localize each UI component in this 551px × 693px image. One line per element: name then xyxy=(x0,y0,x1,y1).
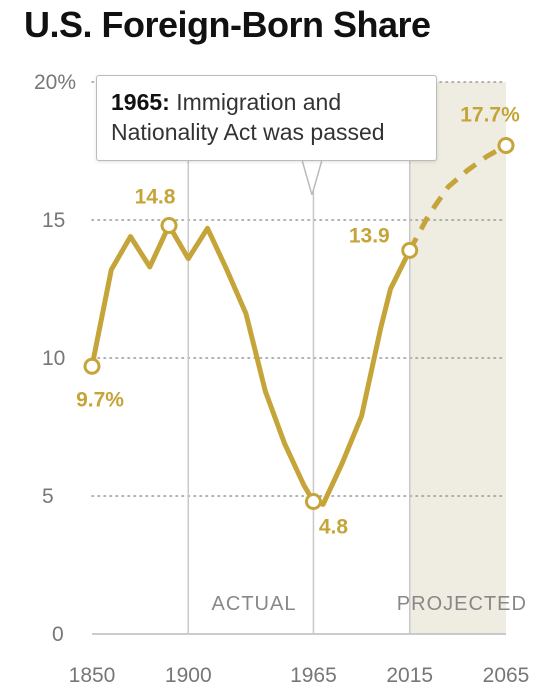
actual-series-line xyxy=(89,223,413,507)
y-tick-20: 20% xyxy=(34,71,76,94)
point-1965 xyxy=(304,493,322,511)
x-tick-1965: 1965 xyxy=(290,664,337,687)
callout-text: Immigration and Nationality Act was pass… xyxy=(111,89,385,145)
y-tick-0: 0 xyxy=(52,623,64,646)
point-2065 xyxy=(497,136,515,154)
point-2015 xyxy=(401,241,419,259)
point-1850 xyxy=(83,357,101,375)
y-tick-15: 15 xyxy=(42,209,65,232)
x-tick-2065: 2065 xyxy=(483,664,530,687)
callout-pointer xyxy=(302,159,322,195)
x-tick-1850: 1850 xyxy=(69,664,116,687)
data-label-1850: 9.7% xyxy=(76,388,124,411)
callout-year: 1965: xyxy=(111,89,170,115)
region-label-projected: PROJECTED xyxy=(397,593,527,615)
x-tick-2015: 2015 xyxy=(386,664,433,687)
y-tick-5: 5 xyxy=(42,485,54,508)
data-label-1890: 14.8 xyxy=(135,186,176,209)
y-tick-10: 10 xyxy=(42,347,65,370)
projected-series-line xyxy=(407,143,508,252)
data-label-2065: 17.7% xyxy=(460,103,520,126)
annotation-callout: 1965: Immigration and Nationality Act wa… xyxy=(96,75,437,161)
x-tick-1900: 1900 xyxy=(165,664,212,687)
data-label-1965: 4.8 xyxy=(319,516,349,539)
chart-title: U.S. Foreign-Born Share xyxy=(24,4,431,45)
point-1890 xyxy=(160,217,178,235)
region-label-actual: ACTUAL xyxy=(212,593,297,615)
data-label-2015: 13.9 xyxy=(349,224,390,247)
